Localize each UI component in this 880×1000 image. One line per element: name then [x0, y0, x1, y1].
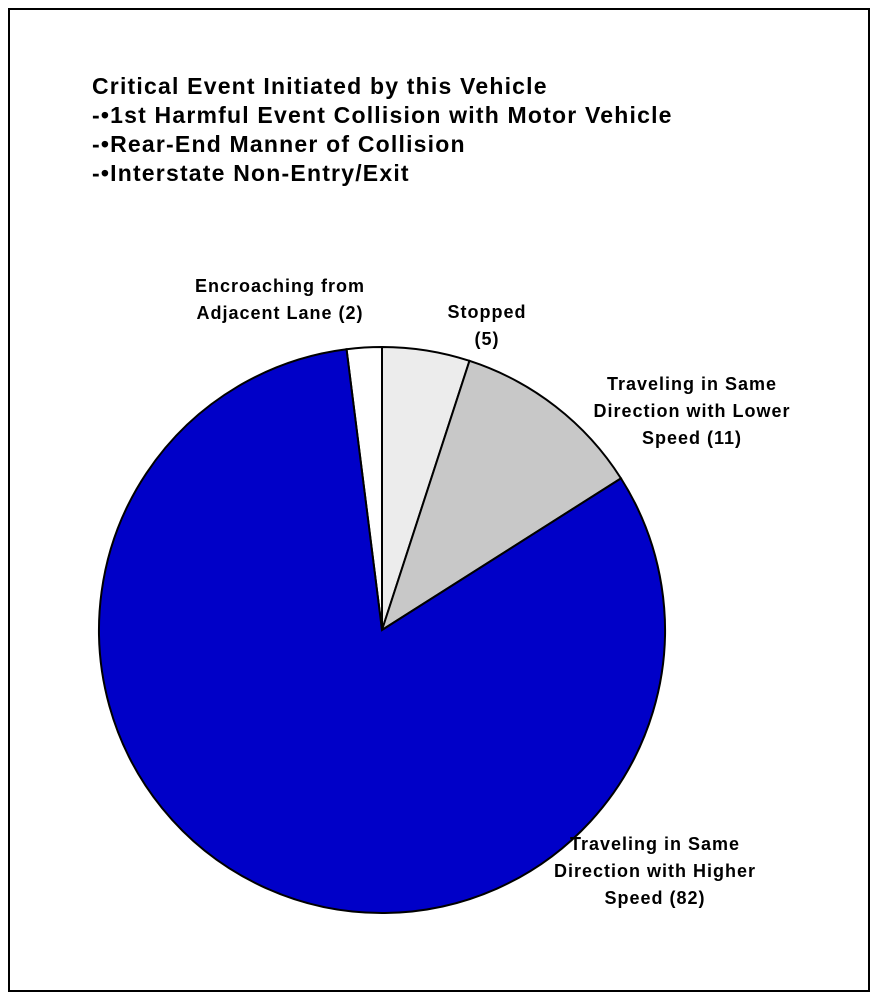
slice-label-line: Direction with Lower	[593, 401, 790, 421]
pie-slice-higher-speed	[98, 348, 666, 914]
title-line-1: Critical Event Initiated by this Vehicle	[92, 73, 548, 99]
slice-label-line: Encroaching from	[195, 276, 365, 296]
pie-slice-lower-speed	[380, 359, 623, 633]
slice-label-line: Speed (11)	[642, 428, 742, 448]
slice-label-line: Stopped	[448, 302, 527, 322]
slice-label-stopped: Stopped (5)	[448, 302, 527, 349]
title-line-3: -•Rear-End Manner of Collision	[92, 131, 466, 157]
slice-label-line: Traveling in Same	[607, 374, 777, 394]
slice-label-line: Direction with Higher	[554, 861, 756, 881]
chart-title: Critical Event Initiated by this Vehicle…	[92, 72, 673, 188]
slice-label-line: Speed (82)	[604, 888, 705, 908]
title-line-2: -•1st Harmful Event Collision with Motor…	[92, 102, 673, 128]
slice-label-encroaching: Encroaching from Adjacent Lane (2)	[195, 276, 365, 323]
slice-label-lower-speed: Traveling in Same Direction with Lower Spe…	[593, 374, 790, 448]
slice-label-line: Traveling in Same	[570, 834, 740, 854]
slice-label-higher-speed: Traveling in Same Direction with Higher Sp…	[554, 834, 756, 908]
slice-label-line: (5)	[475, 329, 500, 349]
slice-label-line: Adjacent Lane (2)	[196, 303, 363, 323]
title-line-4: -•Interstate Non-Entry/Exit	[92, 160, 410, 186]
